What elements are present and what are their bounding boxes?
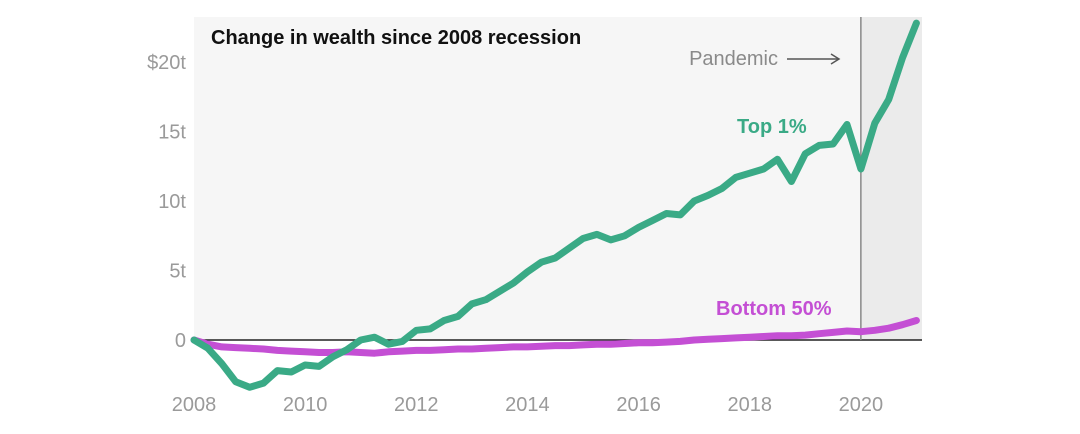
pandemic-shaded-region <box>860 17 922 340</box>
series-line-bottom-50-percent <box>190 317 920 357</box>
x-tick-label: 2016 <box>616 394 661 416</box>
series-labels: Top 1% Bottom 50% <box>716 116 832 320</box>
x-tick-label: 2014 <box>505 394 550 416</box>
series-lines <box>190 19 920 391</box>
y-tick-label: $20t <box>147 52 186 74</box>
x-tick-label: 2018 <box>727 394 772 416</box>
chart-title: Change in wealth since 2008 recession <box>211 27 581 49</box>
x-tick-label: 2020 <box>839 394 884 416</box>
series-line-top-1-percent <box>190 19 920 391</box>
y-tick-label: 15t <box>158 122 186 144</box>
pandemic-annotation: Pandemic <box>689 48 841 70</box>
series-label-top-1-percent: Top 1% <box>737 116 807 138</box>
y-axis-tick-labels: 0 5t 10t 15t $20t <box>147 52 186 352</box>
x-tick-label: 2012 <box>394 394 439 416</box>
y-tick-label: 5t <box>169 261 186 283</box>
x-tick-label: 2010 <box>283 394 328 416</box>
x-tick-label: 2008 <box>172 394 217 416</box>
pandemic-arrow-head-icon <box>830 53 841 65</box>
plot-background <box>194 17 922 340</box>
pandemic-label: Pandemic <box>689 48 778 70</box>
y-tick-label: 0 <box>175 330 186 352</box>
series-label-bottom-50-percent: Bottom 50% <box>716 298 832 320</box>
x-axis-tick-labels: 2008 2010 2012 2014 2016 2018 2020 <box>172 394 883 416</box>
y-tick-label: 10t <box>158 191 186 213</box>
